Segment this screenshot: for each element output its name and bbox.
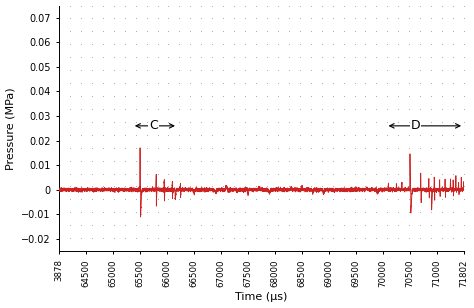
Text: C: C (149, 120, 158, 132)
Text: D: D (410, 120, 420, 132)
Y-axis label: Pressure (MPa): Pressure (MPa) (6, 87, 16, 170)
X-axis label: Time (μs): Time (μs) (235, 292, 288, 302)
